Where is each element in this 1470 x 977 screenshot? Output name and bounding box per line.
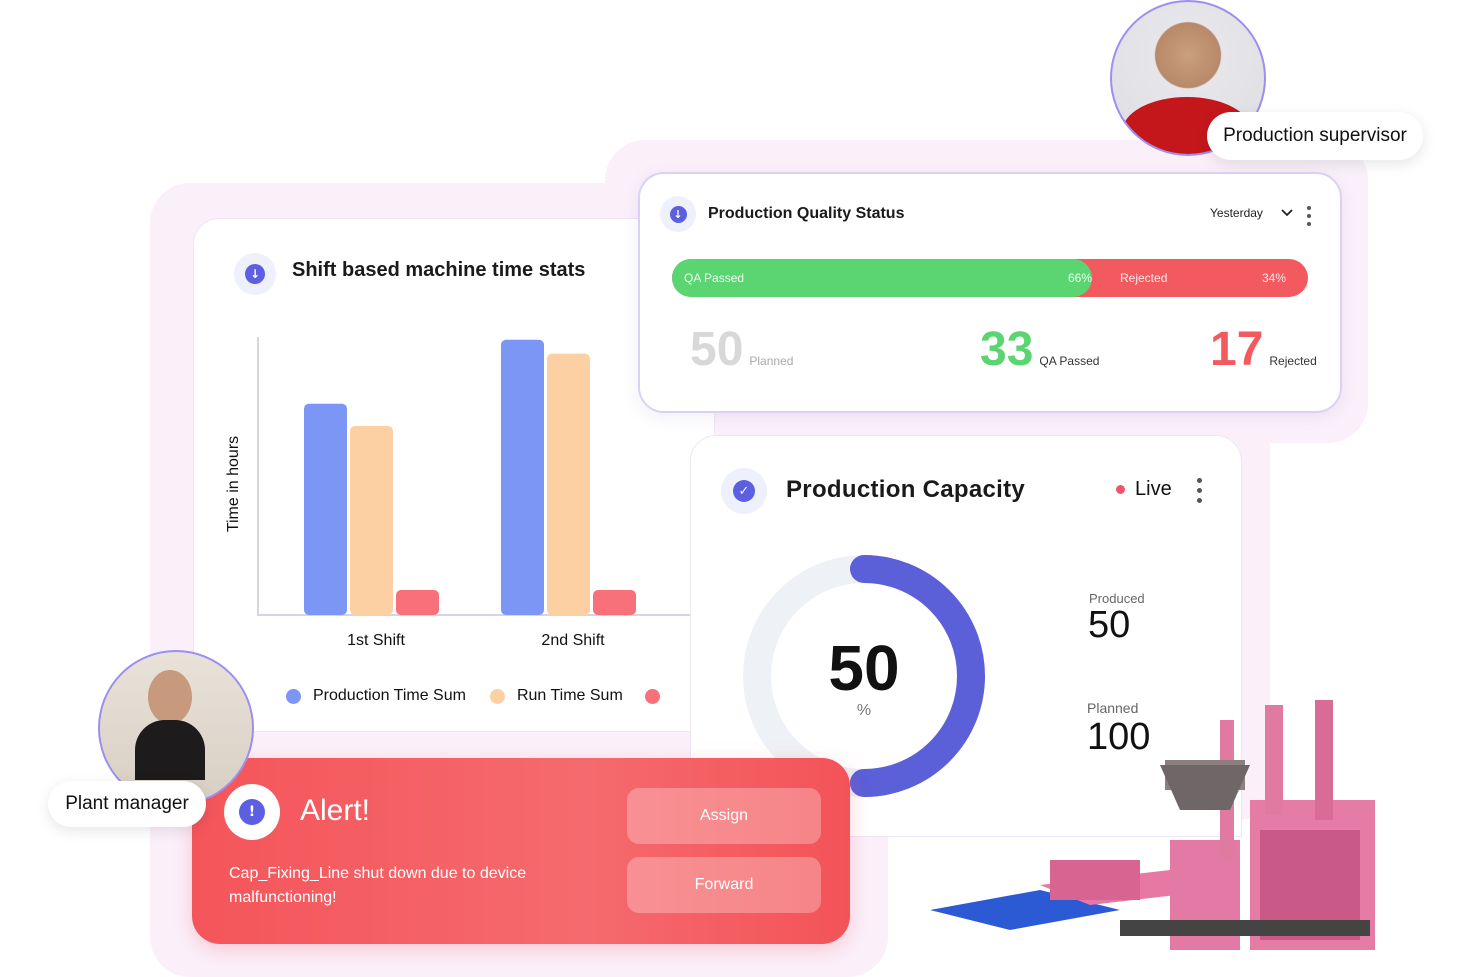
alert-title: Alert! [300,794,371,827]
quality-card-title: Production Quality Status [708,205,905,222]
alert-message: Cap_Fixing_Line shut down due to device … [229,865,527,906]
produced-value: 50 [1088,604,1131,646]
exclamation-icon: ! [239,799,265,825]
legend-swatch-run [489,688,505,704]
bar-2-2 [547,353,590,615]
gauge-unit: % [856,702,872,719]
x-tick-label: 1st Shift [347,632,405,649]
bar-2-1 [501,339,544,615]
bar-1-3 [396,589,439,615]
live-label: Live [1135,478,1172,500]
capacity-card-icon: ✓ [721,468,767,514]
live-dot [1116,485,1125,494]
rejected-stat: 17 Rejected [1210,322,1317,377]
capacity-card-title: Production Capacity [786,476,1026,503]
planned-value: 100 [1087,716,1151,758]
manager-avatar [98,650,254,806]
download-icon: ↓ [245,264,265,284]
rejected-bar-pct: 34% [1262,271,1287,285]
chart-legend: Production Time Sum Run Time Sum [286,687,660,705]
download-icon: ↓ [669,205,687,223]
legend-label-run: Run Time Sum [516,687,623,704]
bar-1-1 [304,403,347,615]
qa-passed-segment [672,259,1092,297]
more-options-icon[interactable] [1307,206,1311,226]
production-machine-image [930,700,1375,950]
planned-stat: 50 Planned [690,322,793,377]
gauge-value: 50 [828,632,900,704]
chevron-down-icon [1281,209,1293,217]
more-options-icon[interactable] [1197,478,1202,503]
legend-swatch-production [286,688,301,704]
manager-head [148,670,192,724]
live-indicator: Live [1116,478,1172,501]
x-tick-label: 2nd Shift [541,632,605,649]
qa-passed-value: 33 [980,323,1034,376]
legend-label-production: Production Time Sum [313,687,466,704]
alert-card: ! Alert! Cap_Fixing_Line shut down due t… [192,758,850,944]
shift-chart: 1st Shift 2nd Shift [257,337,714,649]
planned-label: Planned [749,354,794,368]
assign-button[interactable]: Assign [627,788,821,844]
legend-swatch-idle [644,688,660,704]
shift-card-icon: ↓ [234,253,276,295]
bar-2-3 [593,589,636,615]
period-select-value: Yesterday [1210,206,1263,220]
manager-body [135,720,205,780]
rejected-value: 17 [1210,323,1264,376]
qa-passed-bar-pct: 66% [1068,271,1093,285]
period-select[interactable]: Yesterday [1210,206,1293,220]
planned-value: 50 [690,323,744,376]
quality-status-card: ↓ Production Quality Status Yesterday QA… [638,172,1342,413]
manager-label: Plant manager [48,781,206,827]
qa-passed-bar-label: QA Passed [684,271,745,285]
quality-card-icon: ↓ [660,196,696,232]
qa-passed-label: QA Passed [1039,354,1100,368]
check-icon: ✓ [733,480,755,502]
rejected-label: Rejected [1269,354,1317,368]
quality-progress-bar: QA Passed 66% Rejected 34% [672,259,1308,297]
planned-label: Planned [1087,700,1139,716]
rejected-bar-label: Rejected [1120,271,1168,285]
shift-card-title: Shift based machine time stats [292,259,586,281]
supervisor-label: Production supervisor [1207,112,1423,160]
produced-label: Produced [1089,591,1145,606]
capacity-gauge [743,555,985,797]
bar-1-2 [350,425,393,615]
alert-icon-circle: ! [224,784,280,840]
forward-button[interactable]: Forward [627,857,821,913]
qa-passed-stat: 33 QA Passed [980,322,1099,377]
shift-stats-card: ↓ Shift based machine time stats Time in… [193,218,715,732]
